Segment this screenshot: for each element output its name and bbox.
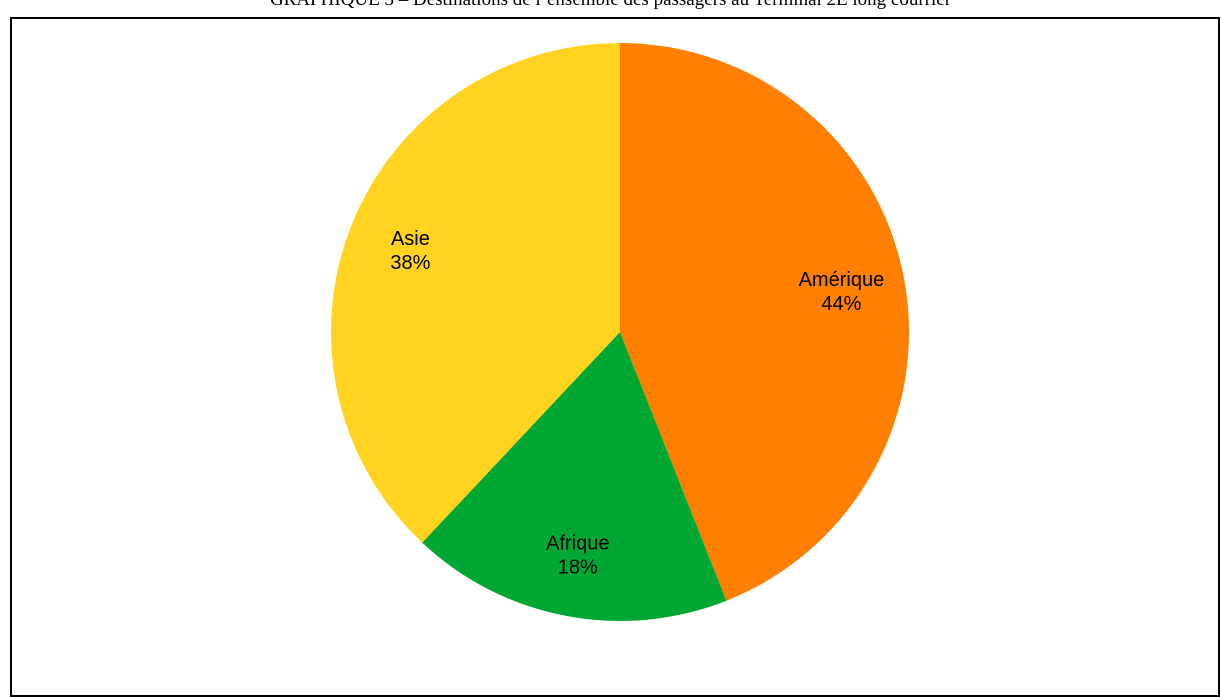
slice-value-label: 44% xyxy=(821,293,861,315)
chart-frame: Amérique 44% Afrique 18% Asie 38% xyxy=(10,17,1220,697)
slice-value-label: 38% xyxy=(390,252,430,274)
slice-value-label: 18% xyxy=(558,556,598,578)
pie-slice-asie xyxy=(331,43,620,543)
pie-slice-afrique xyxy=(422,332,727,622)
pie-chart: Amérique 44% Afrique 18% Asie 38% xyxy=(331,43,910,622)
chart-title: GRAPHIQUE 3 – Destinations de l’ensemble… xyxy=(0,0,1221,11)
slice-category-label: Amérique xyxy=(799,269,885,291)
slice-category-label: Afrique xyxy=(546,532,609,554)
slice-label-2: Asie 38% xyxy=(390,228,430,274)
pie-slice-amerique xyxy=(620,43,910,601)
slice-label-0: Amérique 44% xyxy=(799,269,885,315)
slice-category-label: Asie xyxy=(391,228,430,250)
pie-slices xyxy=(331,43,910,622)
slice-label-1: Afrique 18% xyxy=(546,532,609,578)
pie-labels: Amérique 44% Afrique 18% Asie 38% xyxy=(390,228,884,578)
